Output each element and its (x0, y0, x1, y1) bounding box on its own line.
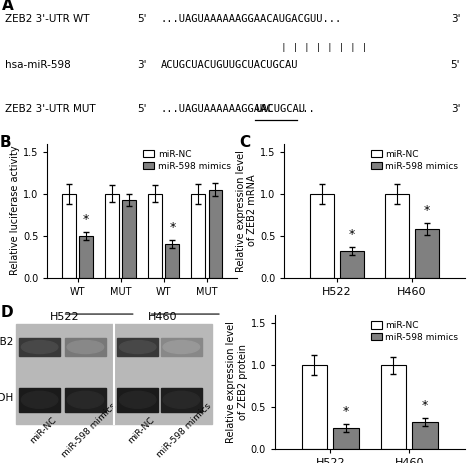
Text: H460: H460 (173, 332, 198, 342)
Bar (16, 324, 212, 424)
Bar (79, 236, 93, 278)
Bar (19, 338, 60, 356)
Bar (122, 200, 136, 278)
Text: ...UAGUAAAAAAGGAAC: ...UAGUAAAAAAGGAAC (160, 104, 273, 114)
Text: D: D (0, 305, 13, 319)
Text: *: * (349, 228, 355, 241)
Bar (19, 388, 60, 412)
Ellipse shape (119, 391, 156, 408)
Bar (412, 422, 438, 449)
Text: UACUGCAU: UACUGCAU (255, 104, 305, 114)
Text: *: * (343, 405, 349, 418)
Text: H522: H522 (50, 312, 80, 322)
Text: H460: H460 (148, 312, 178, 322)
Text: B: B (0, 136, 12, 150)
Bar (161, 338, 202, 356)
Text: GAPDH: GAPDH (0, 393, 13, 403)
Text: ...UAGUAAAAAAGGAACAUGACGUU...: ...UAGUAAAAAAGGAACAUGACGUU... (160, 14, 342, 24)
Text: ACUGCUACUGUUGCUACUGCAU: ACUGCUACUGUUGCUACUGCAU (160, 60, 298, 70)
Ellipse shape (163, 340, 200, 354)
Bar (165, 244, 179, 278)
Bar (117, 338, 158, 356)
Text: hsa-miR-598: hsa-miR-598 (5, 60, 71, 70)
Bar (415, 229, 439, 278)
Text: *: * (83, 213, 89, 226)
Bar (333, 428, 359, 449)
Bar (62, 194, 76, 278)
Text: 3': 3' (451, 14, 460, 24)
Bar (117, 388, 158, 412)
Text: C: C (239, 136, 250, 150)
Text: *: * (422, 399, 428, 412)
Text: H522: H522 (86, 332, 112, 342)
Bar (64, 388, 106, 412)
Text: | | | | | | | |: | | | | | | | | (281, 43, 367, 52)
Ellipse shape (163, 391, 200, 408)
Text: 5': 5' (137, 104, 146, 114)
Bar (191, 194, 205, 278)
Bar (381, 365, 406, 449)
Text: A: A (2, 0, 14, 13)
Y-axis label: Relative expression level
of ZEB2 mRNA: Relative expression level of ZEB2 mRNA (236, 150, 257, 272)
Bar (340, 251, 364, 278)
Y-axis label: Relative luciferase activity: Relative luciferase activity (10, 146, 20, 275)
Text: *: * (169, 221, 175, 234)
Bar (148, 194, 162, 278)
Bar (161, 388, 202, 412)
Text: miR-NC: miR-NC (126, 415, 156, 445)
Ellipse shape (67, 391, 104, 408)
Bar (105, 194, 119, 278)
Text: miR-NC: miR-NC (28, 415, 58, 445)
Text: ZEB2: ZEB2 (0, 337, 13, 347)
Ellipse shape (21, 340, 58, 354)
Text: 3': 3' (137, 60, 146, 70)
Legend: miR-NC, miR-598 mimics: miR-NC, miR-598 mimics (369, 148, 460, 172)
Bar (302, 365, 327, 449)
Text: ZEB2 3'-UTR MUT: ZEB2 3'-UTR MUT (5, 104, 95, 114)
Bar (209, 190, 222, 278)
Text: miR-598 mimics: miR-598 mimics (155, 401, 213, 459)
Ellipse shape (21, 391, 58, 408)
Ellipse shape (119, 340, 156, 354)
Text: 5': 5' (451, 60, 460, 70)
Legend: miR-NC, miR-598 mimics: miR-NC, miR-598 mimics (369, 319, 460, 344)
Text: ZEB2 3'-UTR WT: ZEB2 3'-UTR WT (5, 14, 89, 24)
Text: 5': 5' (137, 14, 146, 24)
Bar (310, 194, 334, 278)
Legend: miR-NC, miR-598 mimics: miR-NC, miR-598 mimics (141, 148, 232, 172)
Ellipse shape (67, 340, 104, 354)
Text: 3': 3' (451, 104, 460, 114)
Text: miR-598 mimics: miR-598 mimics (60, 401, 118, 459)
Text: *: * (424, 204, 430, 218)
Text: ...: ... (297, 104, 316, 114)
Bar (385, 194, 409, 278)
Y-axis label: Relative expression level
of ZEB2 protein: Relative expression level of ZEB2 protei… (226, 321, 248, 443)
Bar (64, 338, 106, 356)
